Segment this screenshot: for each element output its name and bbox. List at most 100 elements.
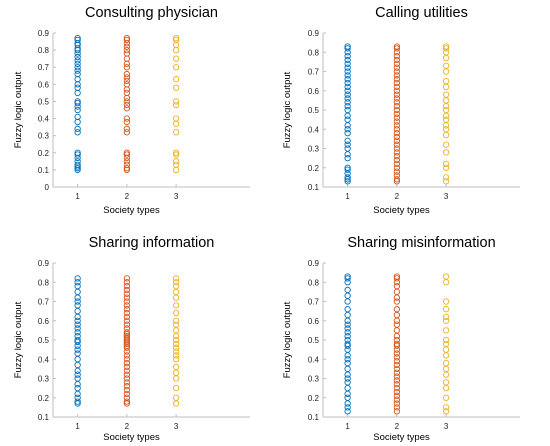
chart-3-series-1-point-22: [74, 307, 81, 315]
chart-4-series-1-point-16: [344, 336, 351, 344]
chart-1-series-3-point-6: [172, 120, 180, 127]
chart-3-series-1-point-6: [74, 375, 81, 382]
chart-4-y-tick-label-7: 0.8: [308, 278, 320, 287]
chart-4-series-1-point-2: [344, 400, 351, 407]
chart-2-x-tick-label-1: 2: [395, 192, 400, 201]
chart-4-series-1-point-11: [344, 356, 351, 363]
chart-3-x-tick-label-2: 3: [174, 422, 179, 431]
chart-4-series-3-point-12: [442, 327, 450, 334]
chart-1-series-2-point-17: [123, 81, 131, 88]
chart-2-series-2-point-16: [393, 118, 401, 125]
chart-4-series-1-point-29: [344, 273, 351, 280]
chart-1-series-3-point-13: [172, 55, 180, 62]
chart-2-series-3-point-15: [442, 83, 450, 91]
chart-4-series-1-point-20: [344, 321, 351, 328]
chart-2-series-2-point-2: [393, 172, 401, 179]
chart-2-series-1-point-8: [344, 145, 351, 152]
chart-3-series-2-point-2: [123, 394, 131, 401]
chart-2-series-3-point-21: [442, 45, 450, 52]
chart-1-series-3-point-8: [172, 101, 180, 109]
chart-4-series-2-point-4: [393, 392, 401, 399]
chart-2-series-2-point-19: [393, 106, 401, 114]
chart-1-series-2-point-5: [123, 151, 131, 158]
chart-2-series-2-point-17: [393, 114, 401, 121]
chart-4-x-tick-label-2: 3: [444, 422, 449, 431]
chart-1-series-1-point-1: [74, 165, 81, 172]
chart-3-series-1-point-15: [74, 336, 81, 344]
chart-2-series-1-point-7: [344, 151, 351, 158]
chart-3-series-1-point-17: [74, 329, 81, 336]
chart-4-series-3-point-5: [442, 371, 450, 378]
chart-2-y-tick-label-6: 0.7: [308, 68, 320, 77]
chart-2-series-2-point-33: [393, 52, 401, 60]
chart-1-series-2-point-23: [123, 55, 131, 62]
chart-1-x-tick-label-2: 3: [174, 192, 179, 201]
chart-1-x-tick-label-0: 1: [75, 192, 80, 201]
chart-2-series-3-point-11: [442, 106, 450, 114]
chart-4-series-1-point-3: [344, 394, 351, 401]
chart-3-series-3-point-8: [172, 348, 180, 355]
chart-1-series-2-point-11: [123, 105, 131, 112]
chart-2-series-3-point-13: [442, 97, 450, 104]
chart-3-series-1-point-16: [74, 332, 81, 340]
chart-3-series-1-point-29: [74, 275, 81, 282]
chart-2-series-1-point-13: [344, 122, 351, 129]
chart-4-y-tick-label-6: 0.7: [308, 298, 320, 307]
chart-2-series-1-point-5: [344, 164, 351, 171]
chart-2-series-1-point-4: [344, 166, 351, 173]
chart-3-series-1-point-23: [74, 302, 81, 309]
chart-4-series-1-point-10: [344, 359, 351, 367]
chart-4-series-3-point-8: [442, 352, 450, 359]
chart-1-series-2-point-8: [123, 125, 131, 132]
chart-1-series-3-point-0: [172, 166, 180, 174]
chart-3-y-tick-label-0: 0.1: [38, 413, 50, 422]
chart-1-y-tick-label-1: 0.1: [38, 166, 50, 175]
chart-4-series-3-point-4: [442, 379, 450, 386]
chart-3-series-2-point-31: [123, 298, 131, 305]
chart-2-y-tick-label-7: 0.8: [308, 48, 320, 57]
chart-4-series-1-point-24: [344, 298, 351, 305]
chart-3-series-2-point-21: [123, 332, 131, 340]
chart-2-series-2-point-22: [393, 95, 401, 102]
chart-2-series-1-point-20: [344, 91, 351, 98]
chart-1-series-3-point-14: [172, 46, 180, 54]
chart-1-series-1-point-15: [74, 98, 81, 105]
chart-3-series-2-point-34: [123, 286, 131, 294]
chart-4-series-1-point-21: [344, 317, 351, 324]
chart-4-series-2-point-1: [393, 404, 401, 411]
chart-3-series-3-point-14: [172, 321, 180, 328]
chart-1-y-axis-label: Fuzzy logic output: [13, 71, 24, 148]
chart-2-series-3-point-12: [442, 103, 450, 110]
chart-4-x-tick-label-1: 2: [395, 422, 400, 431]
chart-4-series-3-point-6: [442, 365, 450, 373]
chart-3-series-2-point-8: [123, 371, 131, 378]
chart-4-y-tick-label-5: 0.6: [308, 317, 320, 326]
chart-4-series-2-point-20: [393, 332, 401, 340]
chart-3-series-2-point-26: [123, 317, 131, 324]
chart-3-series-2-point-33: [123, 290, 131, 297]
chart-2-series-2-point-27: [393, 76, 401, 83]
chart-2-x-axis-label: Society types: [373, 205, 430, 216]
chart-3-series-2-point-10: [123, 363, 131, 371]
chart-2-series-2-point-8: [393, 149, 401, 156]
chart-1-series-2-point-28: [123, 36, 131, 43]
chart-4-series-1-point-4: [344, 390, 351, 398]
chart-2-series-3-point-3: [442, 160, 450, 168]
chart-3-x-tick-label-0: 1: [75, 422, 80, 431]
chart-4-series-3-point-10: [442, 340, 450, 347]
chart-4-series-1-point-6: [344, 379, 351, 386]
chart-1-series-2-point-19: [123, 74, 131, 81]
chart-1-series-1-point-12: [74, 106, 81, 114]
chart-4-series-1-point-25: [344, 292, 351, 299]
chart-3-series-2-point-4: [123, 386, 131, 394]
chart-4-series-2-point-23: [393, 317, 401, 324]
chart-3-series-2-point-25: [123, 321, 131, 328]
chart-2-series-1-point-2: [344, 174, 351, 181]
chart-1-series-2-point-10: [123, 115, 131, 122]
chart-1-series-2-point-7: [123, 129, 131, 136]
chart-1-series-2-point-6: [123, 149, 131, 156]
chart-3-series-2-point-5: [123, 383, 131, 390]
chart-1-series-1-point-11: [74, 113, 81, 120]
chart-2-series-1-point-25: [344, 72, 351, 79]
chart-2-series-3-point-6: [442, 131, 450, 139]
